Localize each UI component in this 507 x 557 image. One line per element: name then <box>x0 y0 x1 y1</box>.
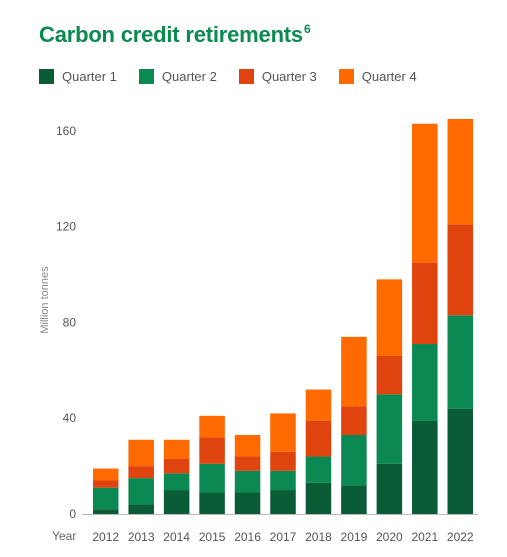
bar-segment-2017-q1 <box>270 490 296 514</box>
title-footnote-marker: 6 <box>303 22 311 36</box>
legend-item-quarter-3: Quarter 3 <box>238 69 317 84</box>
chart-title: Carbon credit retirements6 <box>39 22 311 48</box>
bar-segment-2018-q2 <box>305 456 332 483</box>
bar-segment-2022-q1 <box>447 408 474 514</box>
legend-item-quarter-2: Quarter 2 <box>138 69 217 84</box>
bar-segment-2019-q2 <box>341 434 367 486</box>
y-tick-label-0: 0 <box>69 507 76 521</box>
x-tick-label-2022: 2022 <box>447 530 474 544</box>
bar-segment-2018-q3 <box>305 420 332 457</box>
bar-segment-2014-q2 <box>163 473 190 491</box>
bar-segment-2015-q1 <box>199 492 225 514</box>
legend-swatch-quarter-1 <box>39 69 54 84</box>
chart-title-text: Carbon credit retirements <box>39 22 303 47</box>
bar-segment-2016-q3 <box>234 456 261 471</box>
bar-segment-2019-q4 <box>341 336 367 407</box>
bar-segment-2016-q2 <box>234 470 261 493</box>
bar-segment-2021-q1 <box>412 420 438 514</box>
chart-legend: Quarter 1 Quarter 2 Quarter 3 Quarter 4 <box>39 69 439 84</box>
x-ticks-group: 2012 2013 2014 2015 2016 2017 2018 2019 2020 2021… <box>92 530 474 544</box>
y-tick-label-160: 160 <box>56 124 76 138</box>
bar-segment-2021-q3 <box>412 262 438 345</box>
bar-segment-2020-q2 <box>376 394 403 464</box>
bar-segment-2013-q4 <box>128 439 154 467</box>
x-tick-label-2016: 2016 <box>234 530 261 544</box>
legend-label-quarter-3: Quarter 3 <box>261 69 317 84</box>
legend-label-quarter-2: Quarter 2 <box>161 69 217 84</box>
bar-segment-2017-q4 <box>270 413 296 452</box>
legend-swatch-quarter-2 <box>138 69 154 84</box>
x-tick-label-2015: 2015 <box>199 530 226 544</box>
x-axis-label: Year <box>52 529 76 543</box>
y-axis-label: Million tonnes <box>39 266 51 334</box>
bar-segment-2019-q3 <box>341 406 367 435</box>
legend-item-quarter-1: Quarter 1 <box>39 69 117 84</box>
bar-segment-2012-q4 <box>92 468 119 481</box>
x-tick-label-2013: 2013 <box>128 530 155 544</box>
legend-swatch-quarter-4 <box>338 69 354 84</box>
bar-segment-2012-q2 <box>92 487 119 510</box>
bar-segment-2014-q4 <box>163 439 190 459</box>
bar-segment-2014-q1 <box>163 490 190 514</box>
x-tick-label-2019: 2019 <box>341 530 368 544</box>
bar-segment-2015-q2 <box>199 463 225 493</box>
bar-segment-2019-q1 <box>341 485 367 514</box>
y-ticks-group: 0 40 80 120 160 <box>56 124 76 521</box>
y-tick-label-80: 80 <box>63 315 77 329</box>
bar-segment-2022-q2 <box>447 315 474 409</box>
bar-segment-2012-q3 <box>92 480 119 488</box>
bars-group <box>82 118 478 515</box>
y-tick-label-120: 120 <box>56 220 76 234</box>
bar-segment-2016-q1 <box>234 492 261 514</box>
bar-segment-2016-q4 <box>234 434 261 457</box>
bar-segment-2013-q3 <box>128 466 154 479</box>
x-tick-label-2021: 2021 <box>411 530 438 544</box>
bar-segment-2017-q3 <box>270 451 296 471</box>
bar-segment-2020-q3 <box>376 355 403 395</box>
legend-item-quarter-4: Quarter 4 <box>338 69 417 84</box>
bar-segment-2018-q1 <box>305 482 332 514</box>
bar-segment-2014-q3 <box>163 458 190 474</box>
bar-segment-2022-q4 <box>447 118 474 225</box>
legend-label-quarter-4: Quarter 4 <box>361 69 417 84</box>
legend-swatch-quarter-3 <box>238 69 254 84</box>
x-tick-label-2014: 2014 <box>163 530 190 544</box>
bar-segment-2022-q3 <box>447 224 474 316</box>
bar-segment-2015-q3 <box>199 437 225 464</box>
legend-label-quarter-1: Quarter 1 <box>62 69 117 84</box>
bar-segment-2018-q4 <box>305 389 332 421</box>
x-tick-label-2020: 2020 <box>376 530 403 544</box>
bar-segment-2013-q1 <box>128 504 154 514</box>
bar-segment-2013-q2 <box>128 478 154 505</box>
x-tick-label-2017: 2017 <box>270 530 297 544</box>
bar-segment-2020-q4 <box>376 279 403 356</box>
bar-segment-2015-q4 <box>199 415 225 438</box>
bar-segment-2021-q4 <box>412 123 438 263</box>
bar-segment-2020-q1 <box>376 463 403 514</box>
y-tick-label-40: 40 <box>63 411 77 425</box>
bar-segment-2012-q1 <box>92 509 119 514</box>
bar-segment-2021-q2 <box>412 344 438 421</box>
x-tick-label-2012: 2012 <box>92 530 119 544</box>
x-tick-label-2018: 2018 <box>305 530 332 544</box>
bar-segment-2017-q2 <box>270 470 296 491</box>
